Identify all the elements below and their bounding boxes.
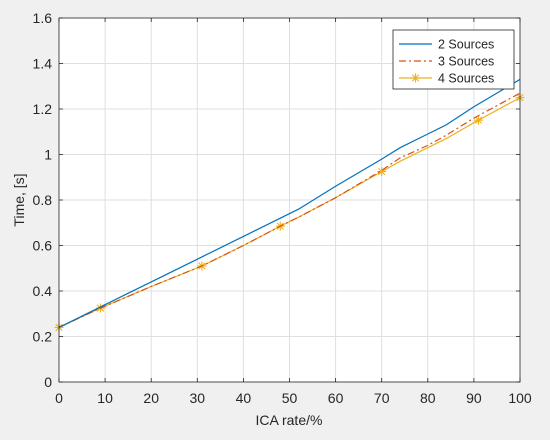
- x-tick-label: 100: [508, 390, 532, 406]
- ticks: 0 10 20 30 40 50 60 70 80 90 100 0 0.2 0.4 0.6 0.8 1 1.2 1…: [33, 10, 532, 406]
- series-line-3-sources: [58, 92, 521, 328]
- x-axis-label: ICA rate/%: [256, 412, 323, 428]
- x-tick-label: 0: [55, 390, 63, 406]
- x-tick-label: 60: [328, 390, 344, 406]
- x-tick-label: 80: [420, 390, 436, 406]
- x-tick-label: 50: [282, 390, 298, 406]
- series-line-2-sources: [58, 78, 521, 328]
- x-tick-label: 30: [190, 390, 206, 406]
- data-point-4-sources: [474, 115, 484, 125]
- legend-box: [392, 29, 515, 90]
- legend-label-2-sources: 2 Sources: [438, 38, 494, 52]
- y-axis-label: Time, [s]: [11, 173, 27, 226]
- y-tick-label: 0.4: [33, 283, 53, 299]
- x-tick-label: 40: [236, 390, 252, 406]
- y-tick-label: 1.6: [33, 10, 53, 26]
- y-tick-label: 0.8: [33, 192, 53, 208]
- x-tick-label: 70: [374, 390, 390, 406]
- x-tick-label: 10: [97, 390, 113, 406]
- legend-label-3-sources: 3 Sources: [438, 55, 494, 69]
- x-tick-label: 20: [143, 390, 159, 406]
- y-tick-label: 0.2: [33, 329, 53, 345]
- legend-label-4-sources: 4 Sources: [438, 72, 494, 86]
- y-tick-label: 1: [44, 147, 52, 163]
- legend-marker-4-sources: [411, 73, 420, 83]
- y-tick-label: 0.6: [33, 238, 53, 254]
- y-tick-label: 1.2: [33, 101, 53, 117]
- marker-stroke: [474, 116, 483, 124]
- marker-stroke: [411, 74, 420, 82]
- legend: 2 Sources 3 Sources 4 Sources: [392, 29, 515, 90]
- x-tick-label: 90: [466, 390, 482, 406]
- y-tick-label: 1.4: [33, 56, 53, 72]
- y-tick-label: 0: [44, 374, 52, 390]
